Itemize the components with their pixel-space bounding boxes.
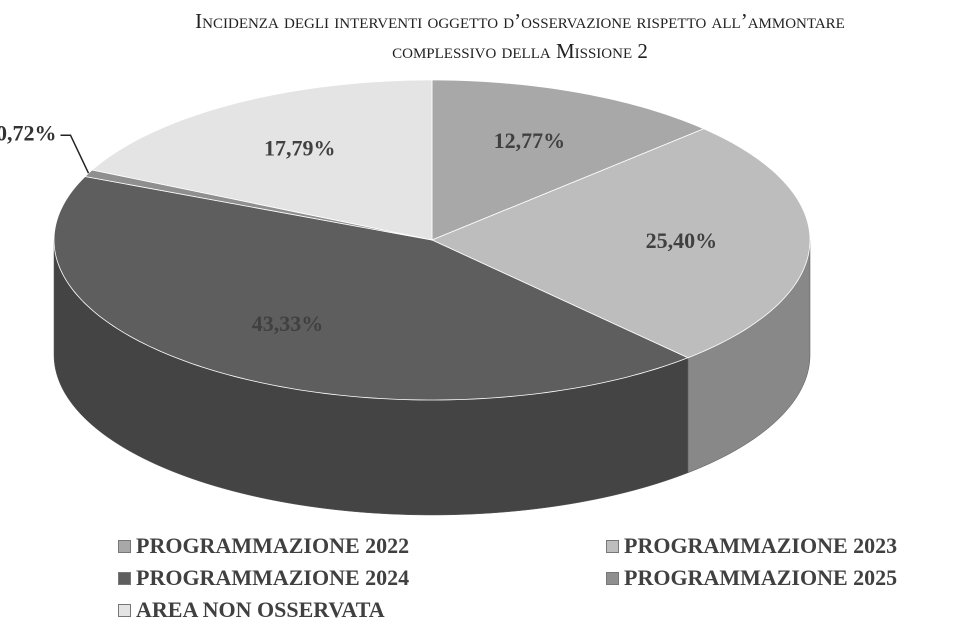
data-label: 12,77% [494, 128, 566, 153]
legend-swatch [118, 603, 131, 617]
legend-label: AREA NON OSSERVATA [136, 597, 385, 622]
legend-swatch [118, 539, 131, 553]
legend-item: AREA NON OSSERVATA [118, 596, 606, 624]
slice [53, 176, 689, 401]
legend-label: PROGRAMMAZIONE 2025 [624, 565, 898, 590]
legend: PROGRAMMAZIONE 2022 PROGRAMMAZIONE 2023 PR… [118, 532, 958, 624]
data-label: 43,33% [252, 311, 324, 336]
legend-item: PROGRAMMAZIONE 2025 [606, 564, 958, 592]
chart: 12,77% 25,40% 43,33% 0,72% 17,79% [0, 79, 811, 516]
legend-swatch [606, 539, 619, 553]
leader-line [60, 134, 90, 174]
legend-label: PROGRAMMAZIONE 2022 [136, 533, 410, 558]
legend-item: PROGRAMMAZIONE 2023 [606, 532, 958, 560]
slice [431, 79, 705, 241]
chart-title: Incidenza degli interventi oggetto d’oss… [195, 9, 845, 63]
legend-swatch [118, 571, 131, 585]
slice [430, 128, 811, 359]
legend-item: PROGRAMMAZIONE 2024 [118, 564, 606, 592]
legend-swatch [606, 571, 619, 585]
legend-label: PROGRAMMAZIONE 2023 [624, 533, 898, 558]
legend-item: PROGRAMMAZIONE 2022 [118, 532, 606, 560]
data-label: 17,79% [264, 136, 336, 161]
data-label: 25,40% [646, 228, 718, 253]
data-label: 0,72% [0, 120, 56, 145]
slice [91, 79, 433, 241]
legend-label: PROGRAMMAZIONE 2024 [136, 565, 410, 590]
